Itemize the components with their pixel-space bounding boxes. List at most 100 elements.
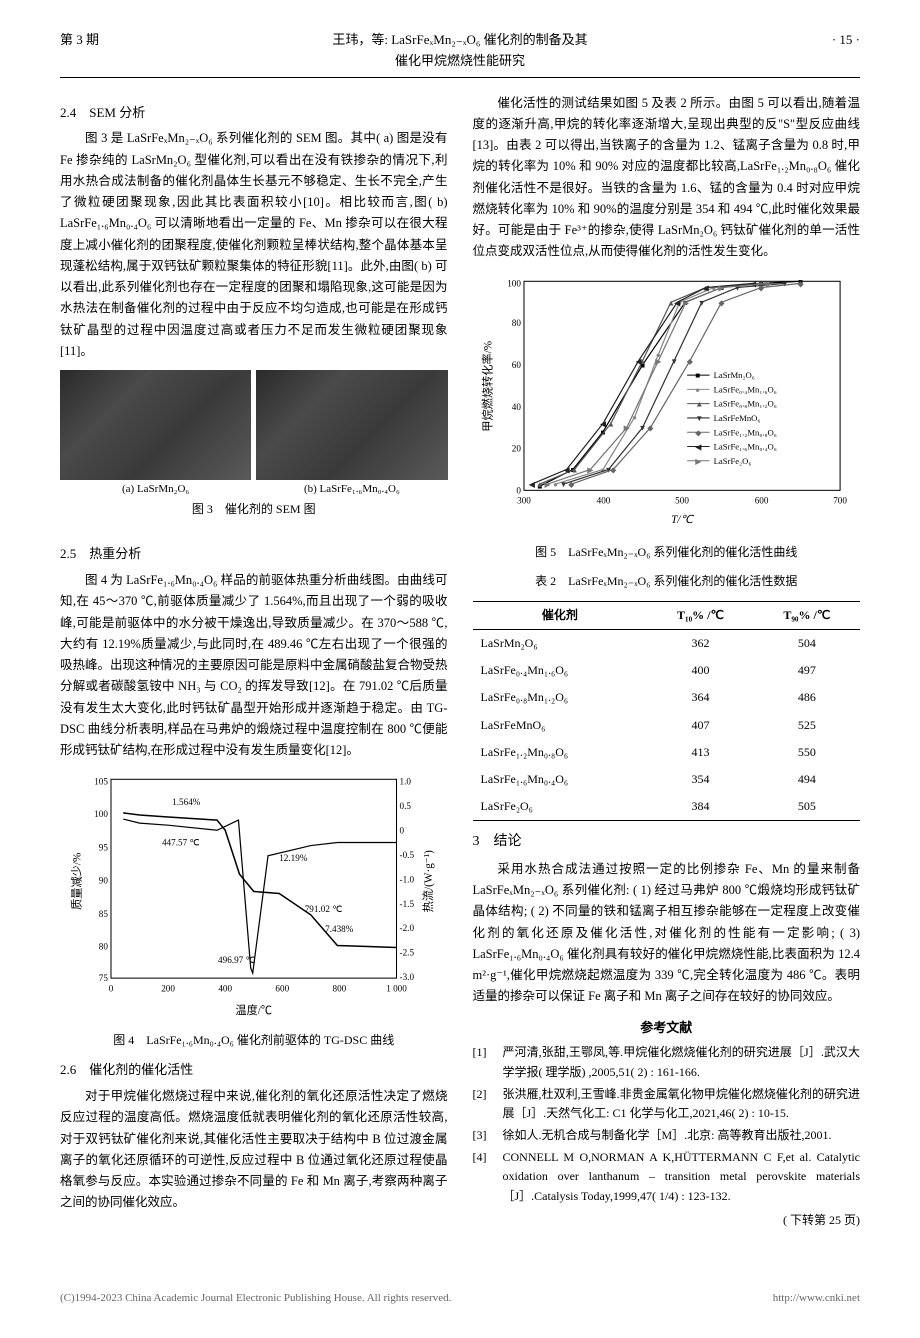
right-p1: 催化活性的测试结果如图 5 及表 2 所示。由图 5 可以看出,随着温度的逐渐升… xyxy=(473,93,861,263)
svg-text:▲: ▲ xyxy=(695,399,703,408)
svg-text:■: ■ xyxy=(695,371,700,380)
svg-text:-2.5: -2.5 xyxy=(400,948,415,958)
svg-text:◀: ◀ xyxy=(599,419,606,428)
svg-text:◀: ◀ xyxy=(528,480,535,489)
header-issue: 第 3 期 xyxy=(60,30,327,72)
fig3-wrap: (a) LaSrMn₂O₆ (b) LaSrFe₁.₆Mn₀.₄O₆ 图 3 催… xyxy=(60,370,448,519)
left-column: 2.4 SEM 分析 图 3 是 LaSrFeₓMn₂₋ₓO₆ 系列催化剂的 S… xyxy=(60,93,448,1230)
svg-text:80: 80 xyxy=(511,318,521,328)
svg-text:◀: ◀ xyxy=(563,465,570,474)
svg-text:热流/(W·g⁻¹): 热流/(W·g⁻¹) xyxy=(421,850,435,912)
svg-text:80: 80 xyxy=(99,942,109,952)
continue-note: ( 下转第 25 页) xyxy=(473,1211,861,1230)
sem-image-a: (a) LaSrMn₂O₆ xyxy=(60,370,251,480)
svg-text:60: 60 xyxy=(511,360,521,370)
svg-text:LaSrFe₂O₆: LaSrFe₂O₆ xyxy=(713,455,751,465)
svg-text:7.438%: 7.438% xyxy=(325,925,354,935)
svg-text:◀: ◀ xyxy=(702,283,709,292)
sem-label-b: (b) LaSrFe₁.₆Mn₀.₄O₆ xyxy=(304,481,400,499)
svg-text:12.19%: 12.19% xyxy=(279,853,308,863)
svg-text:0: 0 xyxy=(400,826,405,836)
svg-text:75: 75 xyxy=(99,974,109,984)
svg-text:-0.5: -0.5 xyxy=(400,850,415,860)
svg-text:400: 400 xyxy=(218,984,232,994)
svg-text:▼: ▼ xyxy=(638,423,646,432)
refs-list: [1]严河清,张甜,王鄂凤,等.甲烷催化燃烧催化剂的研究进展［J］.武汉大学学报… xyxy=(473,1043,861,1206)
svg-text:0: 0 xyxy=(109,984,114,994)
svg-text:◆: ◆ xyxy=(757,283,764,292)
svg-text:温度/℃: 温度/℃ xyxy=(235,1003,272,1017)
fig3-caption: 图 3 催化剂的 SEM 图 xyxy=(60,500,448,519)
svg-text:T/℃: T/℃ xyxy=(671,514,694,526)
svg-text:▼: ▼ xyxy=(559,480,567,489)
svg-text:LaSrFe₁.₆Mn₀.₄O₆: LaSrFe₁.₆Mn₀.₄O₆ xyxy=(713,441,776,451)
page-header: 第 3 期 王玮，等: LaSrFeₓMn₂₋ₓO₆ 催化剂的制备及其催化甲烷燃… xyxy=(60,30,860,78)
fig4-caption: 图 4 LaSrFe₁.₆Mn₀.₄O₆ 催化剂前驱体的 TG-DSC 曲线 xyxy=(60,1031,448,1050)
svg-text:-3.0: -3.0 xyxy=(400,973,415,983)
svg-text:▼: ▼ xyxy=(670,356,678,365)
svg-text:◆: ◆ xyxy=(610,465,617,474)
svg-text:0.5: 0.5 xyxy=(400,801,412,811)
svg-text:20: 20 xyxy=(511,443,521,453)
svg-text:95: 95 xyxy=(99,843,109,853)
sec24-title: 2.4 SEM 分析 xyxy=(60,103,448,124)
footer-left: (C)1994-2023 China Academic Journal Elec… xyxy=(60,1290,451,1308)
svg-text:0: 0 xyxy=(516,485,521,495)
svg-text:质量减少/%: 质量减少/% xyxy=(70,853,83,910)
svg-text:447.57 ℃: 447.57 ℃ xyxy=(162,838,200,848)
sec25-title: 2.5 热重分析 xyxy=(60,544,448,565)
svg-text:85: 85 xyxy=(99,909,109,919)
svg-text:LaSrFe₀.₄Mn₁.₆O₆: LaSrFe₀.₄Mn₁.₆O₆ xyxy=(713,384,776,394)
table2: 催化剂T₁₀% /℃T₉₀% /℃ LaSrMn₂O₆362504LaSrFe₀… xyxy=(473,601,861,822)
svg-text:◆: ◆ xyxy=(647,423,654,432)
svg-text:496.97 ℃: 496.97 ℃ xyxy=(218,955,256,965)
svg-text:▼: ▼ xyxy=(780,279,788,288)
header-page: · 15 · xyxy=(593,30,860,72)
svg-text:▼: ▼ xyxy=(695,414,703,423)
svg-text:▶: ▶ xyxy=(544,480,551,489)
fig5-caption: 图 5 LaSrFeₓMn₂₋ₓO₆ 系列催化剂的催化活性曲线 xyxy=(473,543,861,562)
svg-text:300: 300 xyxy=(517,495,531,505)
svg-text:-2.0: -2.0 xyxy=(400,924,415,934)
svg-text:●: ● xyxy=(695,385,700,394)
svg-text:200: 200 xyxy=(161,984,175,994)
fig4-chart: 质量减少/% 热流/(W·g⁻¹) 温度/℃ 1051009590858075 … xyxy=(60,764,448,1019)
svg-text:◆: ◆ xyxy=(718,298,725,307)
svg-text:◀: ◀ xyxy=(674,298,681,307)
svg-text:◆: ◆ xyxy=(686,356,693,365)
svg-text:▶: ▶ xyxy=(623,423,630,432)
svg-text:791.02 ℃: 791.02 ℃ xyxy=(305,904,343,914)
svg-text:1.0: 1.0 xyxy=(400,777,412,787)
sec25-p1: 图 4 为 LaSrFe₁.₆Mn₀.₄O₆ 样品的前驱体热重分析曲线图。由曲线… xyxy=(60,570,448,761)
sec3-title: 3 结论 xyxy=(473,831,861,853)
sec24-p1: 图 3 是 LaSrFeₓMn₂₋ₓO₆ 系列催化剂的 SEM 图。其中( a)… xyxy=(60,128,448,362)
svg-text:LaSrFe₁.₂Mn₀.₈O₆: LaSrFe₁.₂Mn₀.₈O₆ xyxy=(713,427,776,437)
svg-text:▶: ▶ xyxy=(655,356,662,365)
svg-text:400: 400 xyxy=(596,495,610,505)
svg-text:100: 100 xyxy=(507,278,521,288)
svg-text:▶: ▶ xyxy=(718,283,725,292)
svg-text:◆: ◆ xyxy=(568,480,575,489)
svg-text:▼: ▼ xyxy=(697,298,705,307)
svg-text:◆: ◆ xyxy=(797,279,804,288)
footer-right: http://www.cnki.net xyxy=(773,1290,860,1308)
svg-text:600: 600 xyxy=(754,495,768,505)
sec26-title: 2.6 催化剂的催化活性 xyxy=(60,1060,448,1081)
svg-text:◀: ◀ xyxy=(635,356,642,365)
svg-text:◆: ◆ xyxy=(695,428,702,437)
refs-title: 参考文献 xyxy=(473,1018,861,1039)
svg-text:◀: ◀ xyxy=(695,442,702,451)
svg-text:LaSrMn₂O₆: LaSrMn₂O₆ xyxy=(713,370,754,380)
sem-image-b: (b) LaSrFe₁.₆Mn₀.₄O₆ xyxy=(256,370,447,480)
svg-text:40: 40 xyxy=(511,401,521,411)
svg-text:▲: ▲ xyxy=(606,419,614,428)
svg-text:▲: ▲ xyxy=(570,465,578,474)
header-title: 王玮，等: LaSrFeₓMn₂₋ₓO₆ 催化剂的制备及其催化甲烷燃烧性能研究 xyxy=(327,30,594,72)
right-column: 催化活性的测试结果如图 5 及表 2 所示。由图 5 可以看出,随着温度的逐渐升… xyxy=(473,93,861,1230)
svg-text:105: 105 xyxy=(94,777,108,787)
svg-text:▶: ▶ xyxy=(765,279,772,288)
sem-label-a: (a) LaSrMn₂O₆ xyxy=(122,481,189,499)
svg-text:1 000: 1 000 xyxy=(386,984,407,994)
svg-text:▶: ▶ xyxy=(695,456,702,465)
svg-text:-1.5: -1.5 xyxy=(400,899,415,909)
